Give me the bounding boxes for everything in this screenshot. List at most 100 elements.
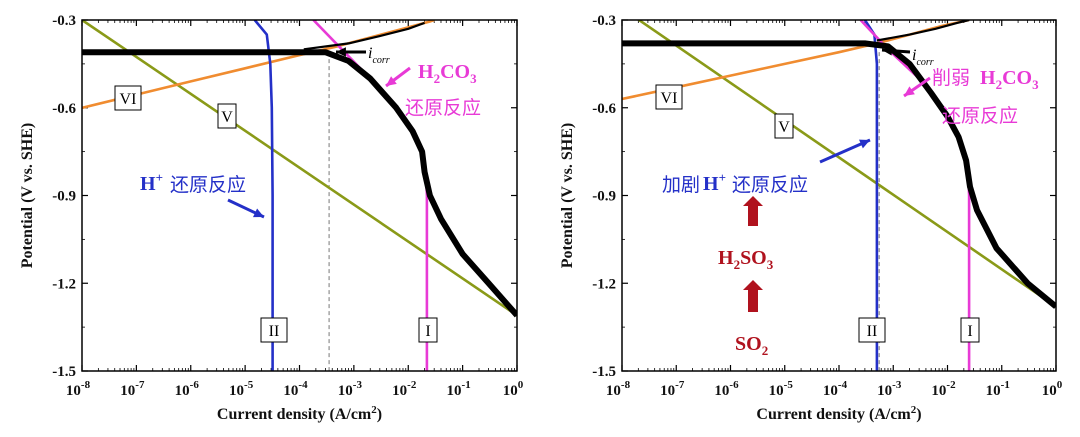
x-axis-title-close: ) <box>916 406 921 423</box>
curve-label-V: V <box>778 119 790 136</box>
h2so3-formula-part: 2 <box>734 257 741 272</box>
x-axis-title-exponent: 2 <box>371 404 377 416</box>
x-tick-label: 10-5 <box>769 379 794 399</box>
x-tick-exponent: -2 <box>407 379 417 391</box>
x-tick-label: 10-4 <box>283 379 308 399</box>
h2co3-formula-part: H <box>418 61 434 83</box>
series-V-line <box>636 20 1056 308</box>
x-tick-base: 10 <box>338 383 353 399</box>
x-tick-base: 10 <box>986 383 1001 399</box>
x-tick-exponent: -3 <box>892 379 902 391</box>
x-tick-base: 10 <box>120 383 135 399</box>
curve-label-V-box <box>217 103 237 129</box>
y-tick-label: -1.2 <box>52 276 76 292</box>
x-tick-label: 10-1 <box>986 379 1010 399</box>
chart-panel-right: 10-8 10-7 10-6 10-5 10-4 10-3 10-2 10-1 100 -0.3-… <box>540 0 1080 437</box>
h2co3-formula-part: 3 <box>1032 77 1039 92</box>
x-tick-exponent: -1 <box>462 379 471 391</box>
curve-label-II: II <box>867 323 878 340</box>
x-tick-exponent: -2 <box>946 379 956 391</box>
chart-panel-left: 10-8 10-7 10-6 10-5 10-4 10-3 10-2 10-1 100 -0.3-… <box>19 13 524 423</box>
series-measured-line <box>622 40 1056 309</box>
h-plus-formula-part: + <box>156 170 163 185</box>
h2co3-formula: H2CO3 <box>418 61 477 86</box>
curve-label-V-box <box>774 113 794 139</box>
x-axis-title-close: ) <box>377 406 382 423</box>
x-tick-exponent: 0 <box>518 379 524 391</box>
y-tick-label: -0.9 <box>592 189 616 205</box>
h-plus-intensify-label: 加剧 <box>662 174 700 196</box>
y-tick-label: -1.5 <box>592 364 616 380</box>
series-group <box>622 20 1056 371</box>
h2co3-weaken-label: 削弱 <box>932 67 970 89</box>
x-tick-label: 10-6 <box>175 379 200 399</box>
x-tick-exponent: -8 <box>621 379 631 391</box>
h2co3-formula-part: 3 <box>470 71 477 86</box>
x-tick-label: 10-7 <box>120 379 145 399</box>
x-tick-exponent: -5 <box>784 379 794 391</box>
x-tick-exponent: -7 <box>675 379 685 391</box>
x-axis-title-main: Current density (A/cm <box>217 406 372 423</box>
h-plus-formula-part: H <box>703 173 719 195</box>
h2co3-formula-part: 2 <box>996 77 1003 92</box>
y-tick-label: -0.9 <box>52 189 76 205</box>
h-plus-formula: H+ <box>140 170 163 195</box>
h-plus-formula-part: H <box>140 173 156 195</box>
series-measured-line <box>303 21 425 51</box>
h-plus-formula: H+ <box>703 170 726 195</box>
series-I-line <box>312 20 429 371</box>
x-tick-label: 10-6 <box>714 379 739 399</box>
x-axis-title-exponent: 2 <box>911 404 917 416</box>
x-tick-exponent: -6 <box>190 379 200 391</box>
h2co3-arrow-head <box>386 76 397 86</box>
y-tick-label: -0.6 <box>52 101 76 117</box>
x-tick-base: 10 <box>229 383 244 399</box>
series-measured-line <box>82 49 517 318</box>
curve-label-II: II <box>269 323 280 340</box>
plot-frame <box>81 19 518 372</box>
y-tick-label: -0.6 <box>592 101 616 117</box>
polarization-chart-left: 10-8 10-7 10-6 10-5 10-4 10-3 10-2 10-1 100-0.3-… <box>19 13 524 423</box>
so2-formula: SO2 <box>735 333 768 358</box>
x-tick-exponent: -7 <box>135 379 145 391</box>
curve-label-VI-box <box>655 84 683 110</box>
series-II-line <box>253 20 274 371</box>
x-tick-base: 10 <box>823 383 838 399</box>
x-axis-title: Current density (A/cm2) <box>217 404 382 423</box>
icorr-label-i: i <box>912 47 916 64</box>
x-tick-base: 10 <box>283 383 298 399</box>
h2so3-formula-part: H <box>718 247 734 269</box>
h2co3-arrow-head <box>904 86 915 96</box>
x-tick-base: 10 <box>769 383 784 399</box>
curve-label-II-box <box>260 317 288 343</box>
x-tick-exponent: -8 <box>81 379 91 391</box>
h2so3-formula: H2SO3 <box>718 247 774 272</box>
h2co3-formula-part: CO <box>1002 67 1032 89</box>
h-plus-formula-part: + <box>719 170 726 185</box>
icorr-label-sub: corr <box>916 57 933 68</box>
h-plus-arrow-head <box>253 208 264 218</box>
x-tick-base: 10 <box>714 383 729 399</box>
x-tick-base: 10 <box>392 383 407 399</box>
y-axis-title: Potential (V vs. SHE) <box>19 123 36 268</box>
polarization-chart-right: 10-8 10-7 10-6 10-5 10-4 10-3 10-2 10-1 100-0.3-… <box>559 13 1063 423</box>
x-tick-exponent: -1 <box>1001 379 1010 391</box>
icorr-arrow-head <box>336 47 346 57</box>
curve-label-I-box <box>960 317 980 343</box>
series-V-line <box>82 20 517 317</box>
x-tick-label: 10-7 <box>660 379 685 399</box>
series-group <box>82 20 517 371</box>
h-plus-reduction-label: 还原反应 <box>732 174 808 196</box>
so3-up-arrow-top <box>743 196 763 226</box>
curve-label-I-box <box>418 317 438 343</box>
y-tick-label: -1.5 <box>52 364 76 380</box>
x-tick-label: 10-3 <box>338 379 363 399</box>
icorr-arrow-head <box>882 45 893 56</box>
curve-label-VI: VI <box>120 91 137 108</box>
so2-formula-part: SO <box>735 333 762 355</box>
curve-label-V: V <box>221 109 233 126</box>
x-axis-title: Current density (A/cm2) <box>756 404 921 423</box>
x-tick-exponent: -5 <box>244 379 254 391</box>
x-tick-exponent: -4 <box>838 379 848 391</box>
curve-label-VI-box <box>114 85 142 111</box>
